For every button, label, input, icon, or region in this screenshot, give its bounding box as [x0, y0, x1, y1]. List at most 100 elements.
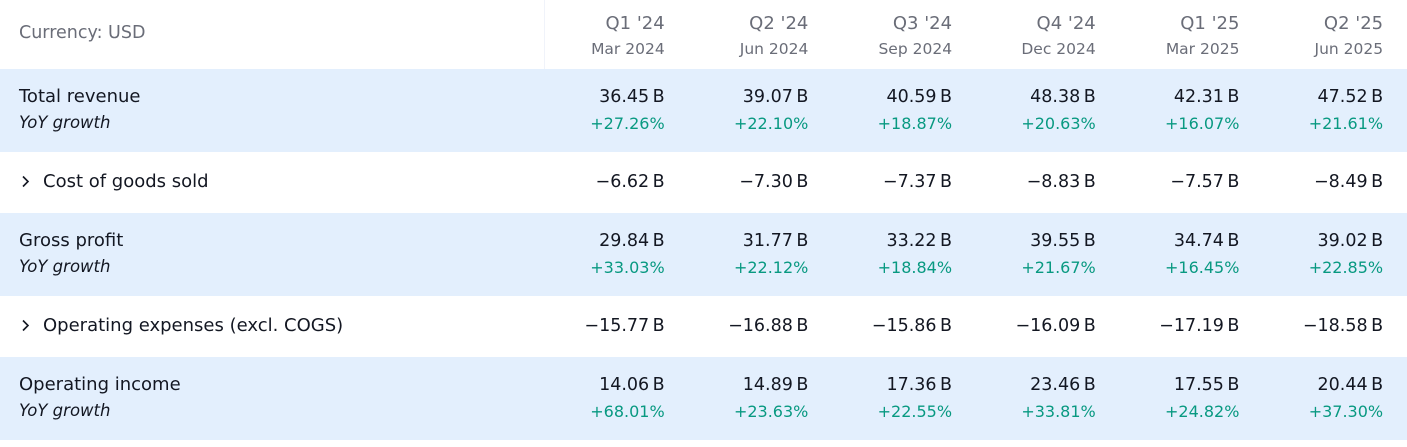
value-cell: −16.88 B	[689, 296, 833, 357]
value-cell: 17.55 B +24.82%	[1120, 357, 1264, 440]
value: −15.77 B	[584, 316, 665, 336]
growth-value: +21.61%	[1308, 114, 1384, 133]
value: 17.55 B	[1173, 375, 1240, 395]
header-row: Currency: USD Q1 '24 Mar 2024 Q2 '24 Jun…	[0, 0, 1407, 69]
period-date: Jun 2025	[1314, 40, 1384, 58]
growth-value: +22.85%	[1308, 258, 1384, 277]
growth-value: +16.07%	[1165, 114, 1240, 133]
period-quarter: Q1 '25	[1180, 13, 1240, 34]
value: 29.84 B	[599, 231, 665, 251]
value: 33.22 B	[886, 231, 953, 251]
value: 23.46 B	[1030, 375, 1096, 395]
growth-value: +23.63%	[733, 402, 809, 421]
value: 39.02 B	[1317, 231, 1384, 251]
growth-value: +24.82%	[1165, 402, 1240, 421]
value-cell: 23.46 B +33.81%	[976, 357, 1120, 440]
value-cell: 48.38 B +20.63%	[976, 69, 1120, 152]
value-cell: 29.84 B +33.03%	[545, 213, 689, 296]
value: 36.45 B	[599, 87, 665, 107]
growth-value: +21.67%	[1021, 258, 1096, 277]
period-quarter: Q3 '24	[892, 13, 953, 34]
value: −18.58 B	[1302, 316, 1384, 336]
growth-value: +27.26%	[590, 114, 665, 133]
period-date: Dec 2024	[1021, 40, 1096, 58]
row-label-cell: Gross profit YoY growth	[0, 213, 545, 296]
value: −8.49 B	[1313, 172, 1384, 192]
period-quarter: Q2 '25	[1323, 13, 1384, 34]
row-label-cell: Operating expenses (excl. COGS)	[0, 296, 545, 357]
period-header: Q2 '25 Jun 2025	[1263, 0, 1407, 69]
period-date: Sep 2024	[878, 40, 953, 58]
row-label-cell: Cost of goods sold	[0, 152, 545, 213]
value-cell: −17.19 B	[1120, 296, 1264, 357]
value: 42.31 B	[1173, 87, 1240, 107]
period-date: Jun 2024	[739, 40, 809, 58]
header-label-cell: Currency: USD	[0, 0, 545, 69]
value: 40.59 B	[886, 87, 953, 107]
value: −6.62 B	[595, 172, 665, 192]
value: 20.44 B	[1317, 375, 1384, 395]
value: −7.30 B	[739, 172, 809, 192]
table-row-cogs[interactable]: Cost of goods sold −6.62 B −7.30 B −7.37…	[0, 152, 1407, 213]
chevron-right-icon[interactable]	[19, 175, 31, 189]
table-row-gross-profit: Gross profit YoY growth 29.84 B +33.03% …	[0, 213, 1407, 296]
value-cell: 17.36 B +22.55%	[832, 357, 976, 440]
period-quarter: Q4 '24	[1036, 13, 1096, 34]
growth-value: +20.63%	[1021, 114, 1096, 133]
table-row-opex[interactable]: Operating expenses (excl. COGS) −15.77 B…	[0, 296, 1407, 357]
period-header: Q2 '24 Jun 2024	[689, 0, 833, 69]
table-row-operating-income: Operating income YoY growth 14.06 B +68.…	[0, 357, 1407, 440]
value-cell: −18.58 B	[1263, 296, 1407, 357]
period-header: Q1 '25 Mar 2025	[1120, 0, 1264, 69]
period-date: Mar 2025	[1165, 40, 1240, 58]
value: −16.88 B	[728, 316, 809, 336]
value: −15.86 B	[871, 316, 953, 336]
period-header: Q1 '24 Mar 2024	[545, 0, 689, 69]
growth-value: +33.03%	[590, 258, 665, 277]
growth-value: +18.84%	[877, 258, 953, 277]
value-cell: −15.86 B	[832, 296, 976, 357]
currency-label: Currency: USD	[19, 23, 146, 43]
value: 39.07 B	[742, 87, 809, 107]
chevron-right-icon[interactable]	[19, 319, 31, 333]
value: 34.74 B	[1173, 231, 1240, 251]
row-title: Operating income	[19, 374, 181, 395]
row-title: Gross profit	[19, 230, 124, 251]
value-cell: −8.83 B	[976, 152, 1120, 213]
value-cell: 42.31 B +16.07%	[1120, 69, 1264, 152]
growth-value: +22.10%	[733, 114, 809, 133]
period-header: Q3 '24 Sep 2024	[832, 0, 976, 69]
value-cell: 31.77 B +22.12%	[689, 213, 833, 296]
value-cell: 36.45 B +27.26%	[545, 69, 689, 152]
row-label-cell: Operating income YoY growth	[0, 357, 545, 440]
growth-value: +18.87%	[877, 114, 953, 133]
row-title: Total revenue	[19, 86, 141, 107]
value-cell: −7.37 B	[832, 152, 976, 213]
row-subtitle: YoY growth	[19, 257, 111, 276]
value: 14.06 B	[599, 375, 665, 395]
table-row-total-revenue: Total revenue YoY growth 36.45 B +27.26%…	[0, 69, 1407, 152]
row-title: Cost of goods sold	[43, 171, 209, 192]
expand-cogs-toggle[interactable]: Cost of goods sold	[19, 171, 209, 192]
value: −8.83 B	[1026, 172, 1096, 192]
growth-value: +68.01%	[590, 402, 665, 421]
growth-value: +33.81%	[1021, 402, 1096, 421]
value: −16.09 B	[1015, 316, 1096, 336]
period-quarter: Q2 '24	[749, 13, 809, 34]
value: 47.52 B	[1317, 87, 1384, 107]
growth-value: +22.55%	[877, 402, 953, 421]
value-cell: −7.57 B	[1120, 152, 1264, 213]
growth-value: +22.12%	[733, 258, 809, 277]
expand-opex-toggle[interactable]: Operating expenses (excl. COGS)	[19, 315, 343, 336]
value: −7.37 B	[882, 172, 953, 192]
value-cell: 40.59 B +18.87%	[832, 69, 976, 152]
value: 17.36 B	[886, 375, 953, 395]
value-cell: −15.77 B	[545, 296, 689, 357]
period-date: Mar 2024	[591, 40, 665, 58]
value-cell: 33.22 B +18.84%	[832, 213, 976, 296]
value: 39.55 B	[1030, 231, 1096, 251]
value: 48.38 B	[1030, 87, 1096, 107]
value: 31.77 B	[742, 231, 809, 251]
value-cell: 39.07 B +22.10%	[689, 69, 833, 152]
